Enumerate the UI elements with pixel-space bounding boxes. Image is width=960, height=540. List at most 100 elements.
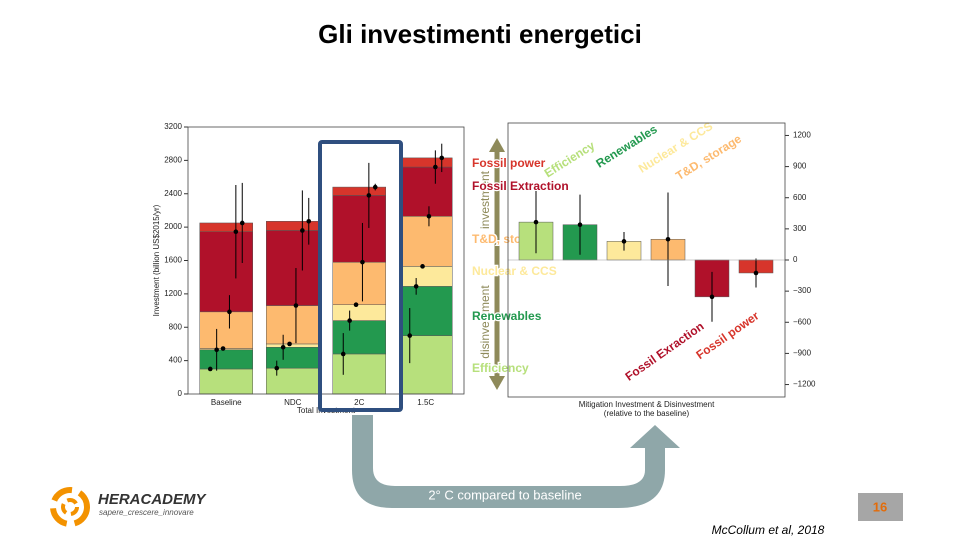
legend-label: Nuclear & CCS: [472, 264, 557, 278]
y-tick-label: 3200: [164, 122, 182, 131]
legend-label: Renewables: [472, 309, 542, 323]
category-label: Fossil power: [693, 308, 761, 362]
legend-label: Efficiency: [472, 361, 529, 375]
error-dot: [439, 155, 445, 161]
error-dot: [239, 220, 245, 226]
error-dot: [413, 284, 419, 289]
x-tick-label: 1.5C: [417, 398, 434, 407]
bar-segment: [199, 231, 253, 313]
bar-segment: [199, 368, 253, 395]
highlight-box: [318, 140, 403, 412]
bar-segment: [266, 305, 320, 345]
error-dot: [280, 344, 286, 350]
slide-title: Gli investimenti energetici: [318, 19, 642, 49]
disinvestment-label: disinvestment: [478, 285, 492, 359]
error-dot: [433, 164, 438, 170]
logo: [50, 487, 90, 527]
y-tick-label: 900: [793, 162, 807, 171]
bar-segment: [399, 157, 453, 168]
bar-segment: [199, 222, 253, 232]
error-dot: [753, 270, 759, 276]
error-dot: [426, 213, 432, 219]
x-tick-label: Baseline: [211, 398, 242, 407]
error-dot: [340, 351, 346, 357]
y-tick-label: 2000: [164, 222, 182, 231]
bar-segment: [332, 186, 386, 196]
error-dot: [360, 259, 365, 265]
error-dot: [287, 341, 292, 347]
citation: McCollum et al, 2018: [712, 523, 825, 537]
legend-label: Fossil Extraction: [472, 179, 569, 193]
y-tick-label: 1200: [793, 131, 811, 140]
brand: HERACADEMY: [98, 491, 208, 508]
error-dot: [274, 365, 280, 371]
error-dot: [420, 264, 425, 269]
y-tick-label: 2800: [164, 155, 182, 164]
bar-segment: [399, 286, 453, 336]
error-dot: [665, 236, 671, 242]
invest-arrow: [489, 138, 505, 390]
y-tick-label: −600: [793, 317, 812, 326]
error-dot: [207, 366, 213, 372]
error-dot: [233, 229, 239, 235]
bar-segment: [199, 349, 253, 370]
page-box: [858, 493, 903, 521]
error-dot: [366, 193, 372, 198]
error-dot: [533, 219, 539, 225]
error-dot: [577, 222, 583, 228]
y-tick-label: 0: [793, 255, 798, 264]
y-tick-label: 2400: [164, 189, 182, 198]
error-dot: [407, 333, 413, 338]
error-dot: [293, 303, 299, 308]
y-tick-label: 1200: [164, 289, 182, 298]
bar-segment: [399, 216, 453, 267]
bar-segment: [266, 347, 320, 369]
bar-segment: [332, 304, 386, 321]
y-tick-label: −300: [793, 286, 812, 295]
arrow-text: 2° C compared to baseline: [428, 487, 581, 502]
y-tick-label: 800: [169, 322, 183, 331]
bar-segment: [399, 166, 453, 217]
y-tick-label: 1600: [164, 256, 182, 265]
error-dot: [220, 346, 226, 351]
y-tick-label: 0: [178, 389, 183, 398]
plot-frame: [187, 126, 465, 395]
category-label: Efficiency: [542, 138, 598, 180]
bar-segment: [332, 261, 386, 305]
y-tick-label: −900: [793, 349, 812, 358]
bar-segment: [199, 311, 253, 349]
error-dot: [347, 318, 352, 323]
bar-segment: [399, 335, 453, 395]
bar-segment: [266, 343, 320, 348]
bar-segment: [266, 230, 320, 306]
comparison-arrow: [352, 415, 680, 508]
y-tick-label: −1200: [793, 380, 816, 389]
bar-segment: [332, 320, 386, 355]
error-dot: [621, 239, 627, 244]
bar-segment: [332, 195, 386, 263]
bar-segment: [266, 367, 320, 395]
x-axis-label: (relative to the baseline): [604, 409, 690, 418]
investment-label: investment: [478, 170, 492, 229]
page-number: 16: [873, 499, 887, 514]
error-dot: [709, 294, 715, 300]
x-tick-label: 2C: [354, 398, 364, 407]
plot-frame: [507, 122, 786, 398]
bar-segment: [266, 221, 320, 231]
y-tick-label: 300: [793, 224, 807, 233]
y-axis-label: Investment (billion US$2015/yr): [152, 204, 161, 316]
x-tick-label: NDC: [284, 398, 302, 407]
tagline: sapere_crescere_innovare: [99, 508, 194, 517]
error-dot: [306, 218, 312, 224]
y-tick-label: 400: [169, 356, 183, 365]
error-dot: [214, 347, 219, 353]
error-dot: [372, 184, 378, 190]
error-dot: [300, 228, 305, 233]
bar-segment: [332, 353, 386, 395]
legend-label: Fossil power: [472, 156, 546, 170]
error-dot: [353, 302, 359, 308]
y-tick-label: 600: [793, 193, 807, 202]
error-dot: [227, 309, 232, 315]
x-axis-label: Mitigation Investment & Disinvestment: [579, 400, 715, 409]
